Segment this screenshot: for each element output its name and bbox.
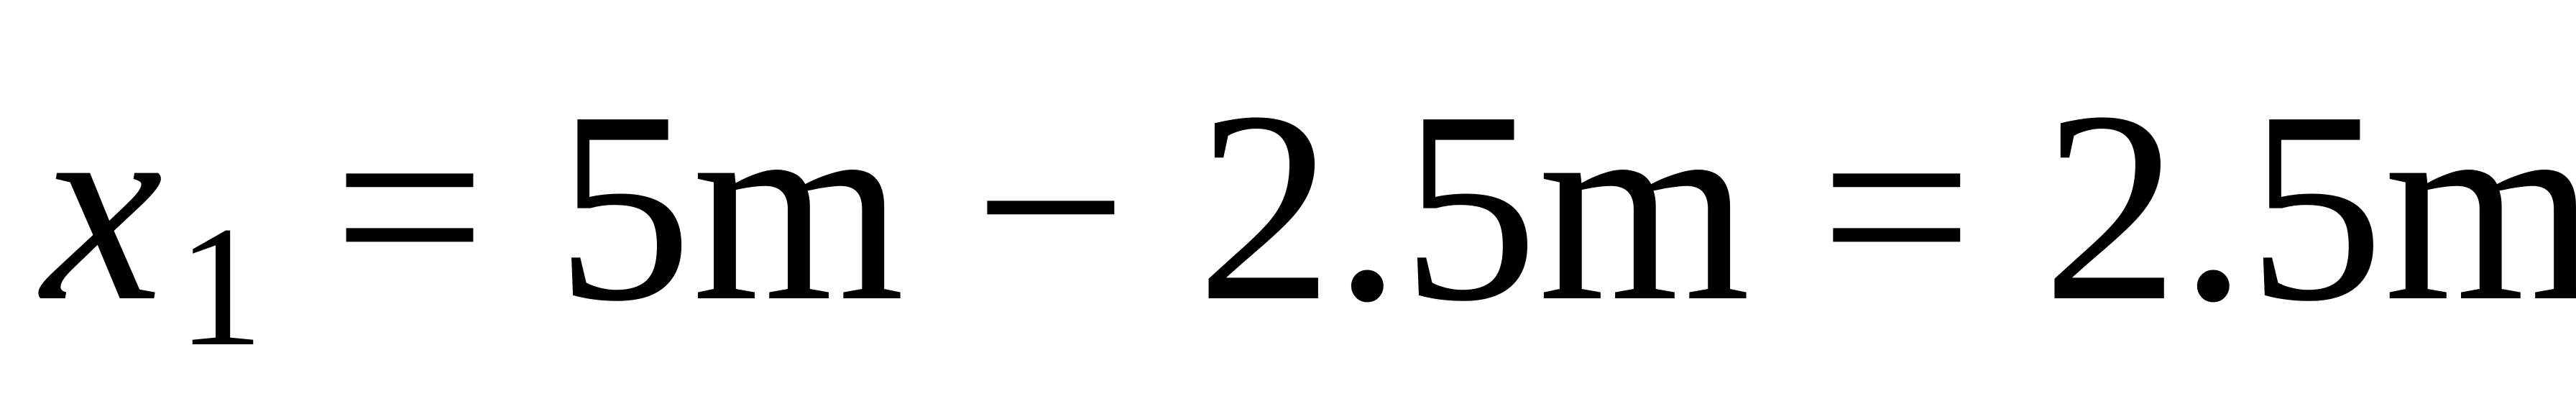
term-2-5m: 2.5m (1196, 55, 1751, 358)
equals-sign-result: = (1819, 55, 1974, 358)
term-5m: 5m (555, 55, 905, 358)
result-2-5m: 2.5m (2042, 55, 2576, 358)
minus-sign: − (973, 55, 1128, 358)
subscript-1: 1 (177, 190, 264, 382)
variable-x: x (42, 55, 163, 358)
equals-sign: = (332, 55, 487, 358)
